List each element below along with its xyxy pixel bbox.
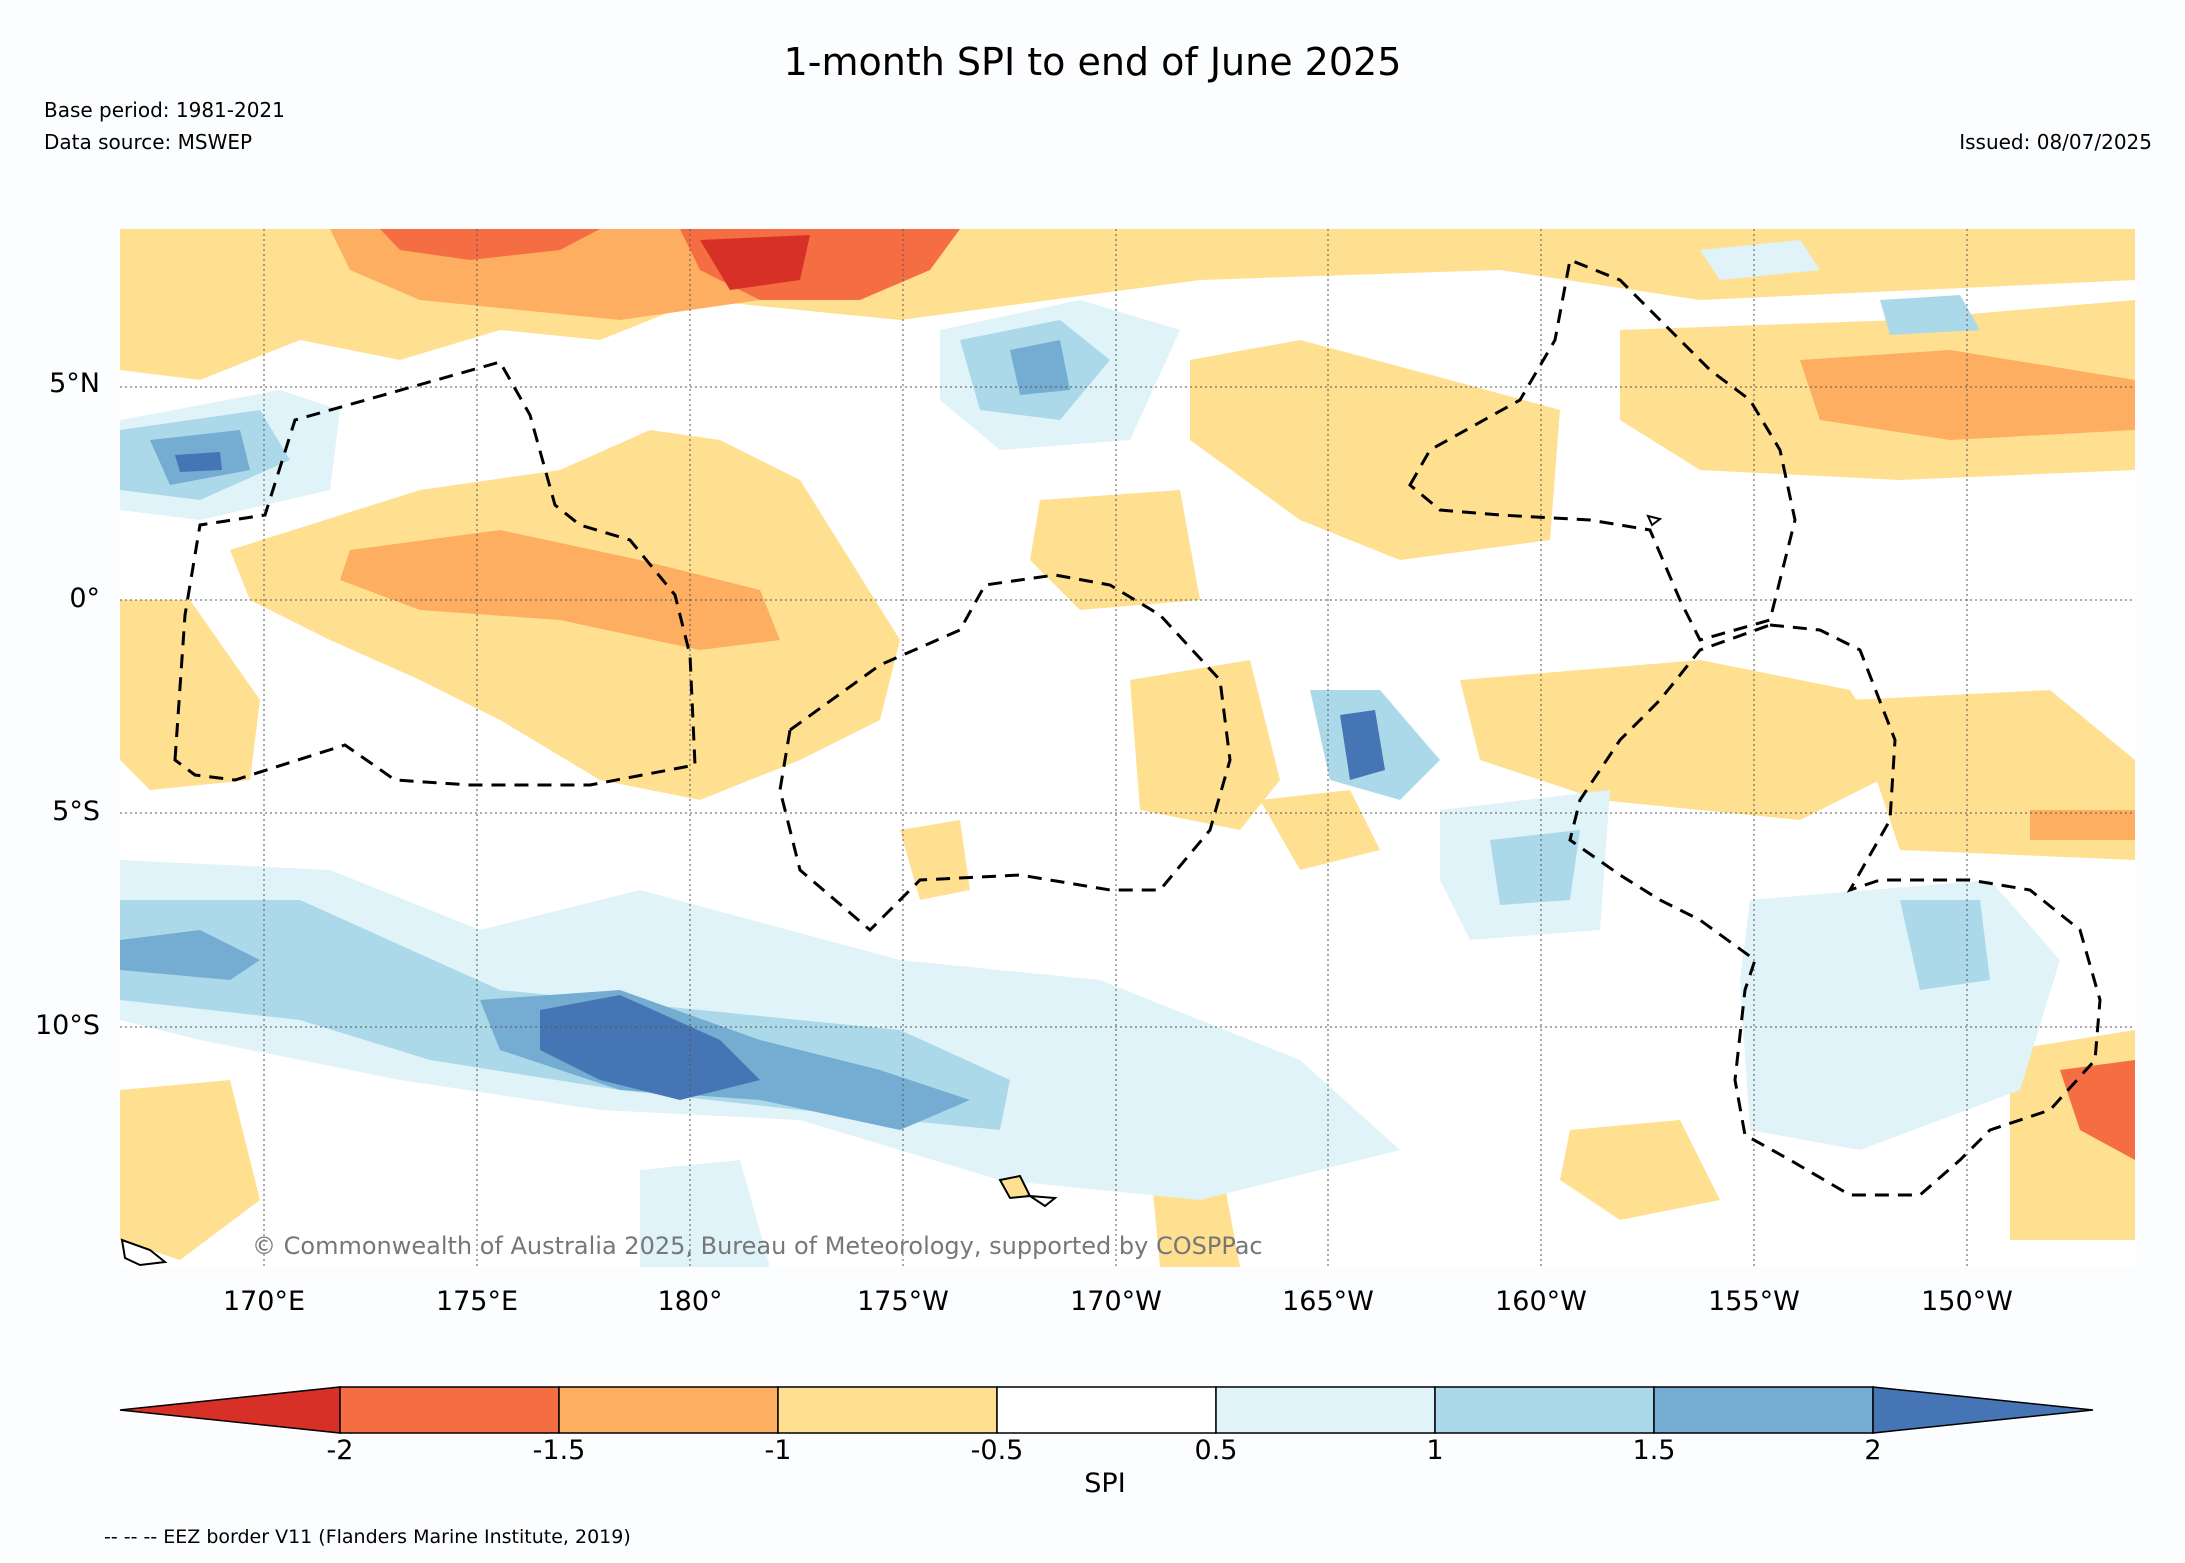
dry-region: [1190, 340, 1560, 560]
lat-label: 5°N: [49, 368, 100, 399]
lon-label: 170°E: [222, 1286, 306, 1317]
map-title: 1-month SPI to end of June 2025: [783, 40, 1402, 84]
dry-region: [380, 229, 600, 260]
wet-region: [640, 1160, 770, 1267]
lon-label: 180°: [657, 1286, 723, 1317]
colorbar-tick: -1: [764, 1435, 792, 1466]
colorbar-tick: -0.5: [970, 1435, 1024, 1466]
lon-label: 175°E: [435, 1286, 519, 1317]
eez-borders: [173, 257, 2102, 1197]
wet-region: [120, 930, 260, 980]
dry-region: [120, 600, 260, 790]
colorbar-tick: -1.5: [532, 1435, 586, 1466]
wet-region: [1880, 295, 1980, 335]
wet-region: [1490, 830, 1580, 905]
data-source: Data source: MSWEP: [44, 130, 253, 154]
dry-region: [700, 235, 810, 290]
colorbar-tick: 1: [1426, 1435, 1444, 1466]
dry-region: [1460, 660, 1900, 820]
wet-region: [175, 452, 222, 472]
graticule: [120, 229, 2135, 1267]
wet-region: [1010, 340, 1070, 395]
lon-label: 165°W: [1282, 1286, 1374, 1317]
lat-label: 0°: [69, 583, 100, 614]
lon-label: 150°W: [1921, 1286, 2013, 1317]
wet-region: [1900, 900, 1990, 990]
dry-region: [1260, 790, 1380, 870]
lat-label: 10°S: [35, 1010, 100, 1041]
wet-region: [1340, 710, 1385, 780]
dry-region: [340, 530, 780, 650]
lon-label: 170°W: [1070, 1286, 1162, 1317]
colorbar-tick: 2: [1864, 1435, 1882, 1466]
dry-region: [1030, 490, 1200, 610]
spi-fields: [120, 229, 2135, 1267]
base-period: Base period: 1981-2021: [44, 98, 285, 122]
lon-label: 155°W: [1708, 1286, 1800, 1317]
eez-legend-note: -- -- -- EEZ border V11 (Flanders Marine…: [104, 1526, 631, 1548]
dry-region: [1130, 660, 1280, 830]
copyright-credit: © Commonwealth of Australia 2025, Bureau…: [252, 1232, 1263, 1260]
lat-label: 5°S: [52, 796, 100, 827]
colorbar-tick: -2: [326, 1435, 354, 1466]
colorbar-tick: 0.5: [1194, 1435, 1238, 1466]
wet-region: [540, 995, 760, 1100]
islands: [120, 514, 1663, 1267]
lon-label: 175°W: [857, 1286, 949, 1317]
lon-label: 160°W: [1495, 1286, 1587, 1317]
dry-region: [120, 1080, 260, 1260]
dry-region: [1560, 1120, 1720, 1220]
dry-region: [900, 820, 970, 900]
colorbar-label: SPI: [1084, 1468, 1126, 1499]
dry-region: [2030, 810, 2135, 840]
colorbar-tick: 1.5: [1632, 1435, 1676, 1466]
wet-region: [1700, 240, 1820, 280]
dry-region: [2060, 1060, 2135, 1160]
issued-date: Issued: 08/07/2025: [1959, 130, 2152, 154]
